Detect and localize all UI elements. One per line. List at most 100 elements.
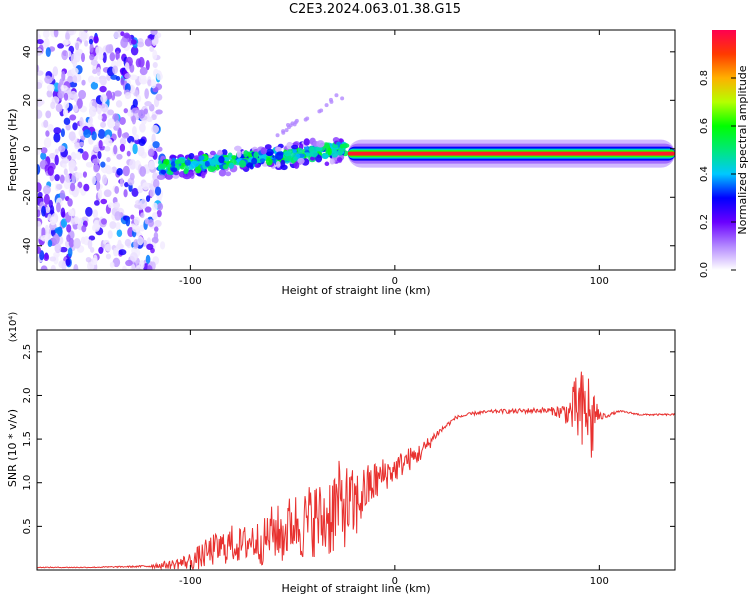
spectrogram-noise-cell: [42, 30, 50, 39]
spectrogram-noise-cell: [45, 47, 51, 58]
spectrogram-noise-cell: [49, 153, 56, 160]
spectrogram-noise-cell: [159, 241, 166, 250]
spectrogram-noise-cell: [85, 257, 92, 263]
spectrogram-noise-cell: [47, 123, 54, 132]
spectrogram-noise-cell: [154, 226, 159, 232]
spectrogram-noise-cell: [55, 103, 63, 113]
spectrogram-noise-cell: [119, 177, 124, 187]
spectrogram-noise-cell: [68, 30, 77, 36]
spectrogram-noise-cell: [79, 141, 85, 147]
spectrogram-noise-cell: [98, 78, 106, 84]
spectrogram-noise-cell: [37, 109, 43, 119]
spectrogram-noise-cell: [77, 181, 83, 189]
spectrogram-noise-cell: [124, 91, 132, 100]
spectrogram-band-cell: [310, 150, 318, 158]
spectrogram-noise-cell: [106, 156, 111, 163]
spectrogram-noise-cell: [98, 139, 103, 149]
colorbar-label: Normalized spectral amplitude: [736, 65, 749, 234]
spectrogram-band-cell: [315, 154, 323, 163]
spectrogram-noise-cell: [47, 165, 54, 176]
spectrogram-noise-cell: [46, 89, 53, 98]
spectrogram-noise-cell: [45, 130, 50, 137]
colorbar-tick-label: 0.4: [699, 166, 710, 182]
spectrogram-noise-cell: [148, 160, 156, 170]
spectrogram-noise-cell: [40, 265, 48, 270]
spectrogram-noise-cell: [123, 32, 130, 39]
spectrogram-y-tick-label: 40: [22, 45, 33, 58]
spectrogram-band-cell: [341, 143, 350, 149]
spectrogram-noise-cell: [45, 110, 52, 119]
spectrogram-noise-cell: [157, 202, 164, 211]
spectrogram-noise-cell: [113, 247, 119, 257]
spectrogram-band-cell: [243, 150, 249, 158]
spectrogram-noise-cell: [140, 198, 148, 209]
spectrogram-noise-cell: [40, 147, 48, 154]
spectrogram-noise-cell: [84, 40, 89, 47]
spectrogram-band-cell: [327, 147, 332, 156]
spectrogram-noise-cell: [80, 52, 86, 63]
spectrogram-noise-cell: [87, 118, 93, 129]
spectrogram-noise-cell: [61, 260, 67, 270]
spectrogram-noise-cell: [71, 207, 76, 217]
spectrogram-band-cell: [204, 160, 210, 167]
spectrogram-x-tick-label: 0: [392, 276, 398, 287]
spectrogram-noise-cell: [93, 254, 98, 266]
spectrogram-noise-cell: [115, 75, 121, 81]
spectrogram-band-cell: [264, 144, 272, 150]
spectrogram-noise-cell: [43, 193, 50, 205]
spectrogram-noise-cell: [62, 162, 67, 169]
spectrogram-noise-cell: [119, 137, 127, 146]
spectrogram-noise-cell: [101, 113, 107, 122]
colorbar-tick-label: 0.6: [699, 118, 710, 134]
spectrogram-noise-cell: [71, 172, 77, 184]
spectrogram-noise-cell: [113, 201, 121, 209]
spectrogram-noise-cell: [115, 50, 120, 61]
spectrogram-noise-cell: [122, 165, 130, 177]
spectrogram-trail-cell: [334, 93, 339, 98]
spectrogram-noise-cell: [52, 234, 60, 245]
spectrogram-trail-cell: [319, 108, 324, 113]
spectrogram-band-cell: [310, 156, 316, 161]
spectrogram-noise-cell: [119, 116, 126, 125]
spectrogram-noise-cell: [93, 35, 99, 44]
spectrogram-noise-cell: [53, 127, 62, 135]
spectrogram-noise-cell: [131, 107, 140, 114]
spectrogram-noise-cell: [97, 128, 106, 139]
snr-series-line: [37, 371, 675, 570]
spectrogram-band-cell: [156, 174, 166, 180]
spectrogram-noise-cell: [113, 144, 118, 155]
spectrogram-band-cell: [194, 166, 202, 174]
spectrogram-band-cell: [231, 155, 237, 160]
spectrogram-noise-cell: [109, 261, 115, 268]
spectrogram-band-cell: [225, 171, 232, 177]
spectrogram-band-cell: [234, 145, 242, 152]
spectrogram-noise-cell: [90, 59, 99, 66]
spectrogram-noise-cell: [124, 238, 132, 247]
spectrogram-noise-cell: [52, 66, 59, 77]
spectrogram-noise-cell: [138, 109, 146, 119]
spectrogram-noise-cell: [129, 172, 135, 181]
spectrogram-trail-cell: [324, 103, 329, 108]
spectrogram-noise-cell: [42, 185, 51, 195]
spectrogram-noise-cell: [116, 58, 123, 67]
spectrogram-noise-cell: [131, 115, 137, 125]
spectrogram-noise-cell: [129, 252, 138, 262]
spectrogram-noise-cell: [145, 195, 151, 202]
spectrogram-noise-cell: [62, 108, 69, 117]
spectrogram-noise-cell: [120, 77, 125, 86]
spectrogram-band-cell: [187, 171, 195, 177]
spectrogram-band-cell: [201, 171, 206, 179]
spectrogram-noise-cell: [75, 42, 80, 51]
spectrogram-noise-cell: [105, 44, 114, 54]
spectrogram-noise-cell: [75, 151, 82, 160]
spectrogram-noise-cell: [124, 182, 129, 188]
spectrogram-noise-cell: [151, 125, 160, 134]
spectrogram-noise-cell: [80, 30, 87, 42]
spectrogram-noise-cell: [133, 216, 140, 225]
spectrogram-band-cell: [183, 168, 189, 175]
spectrogram-noise-cell: [87, 75, 95, 84]
spectrogram-noise-cell: [37, 30, 40, 34]
spectrogram-noise-cell: [105, 90, 113, 100]
spectrogram-noise-cell: [154, 186, 162, 196]
snr-data: [37, 371, 675, 570]
